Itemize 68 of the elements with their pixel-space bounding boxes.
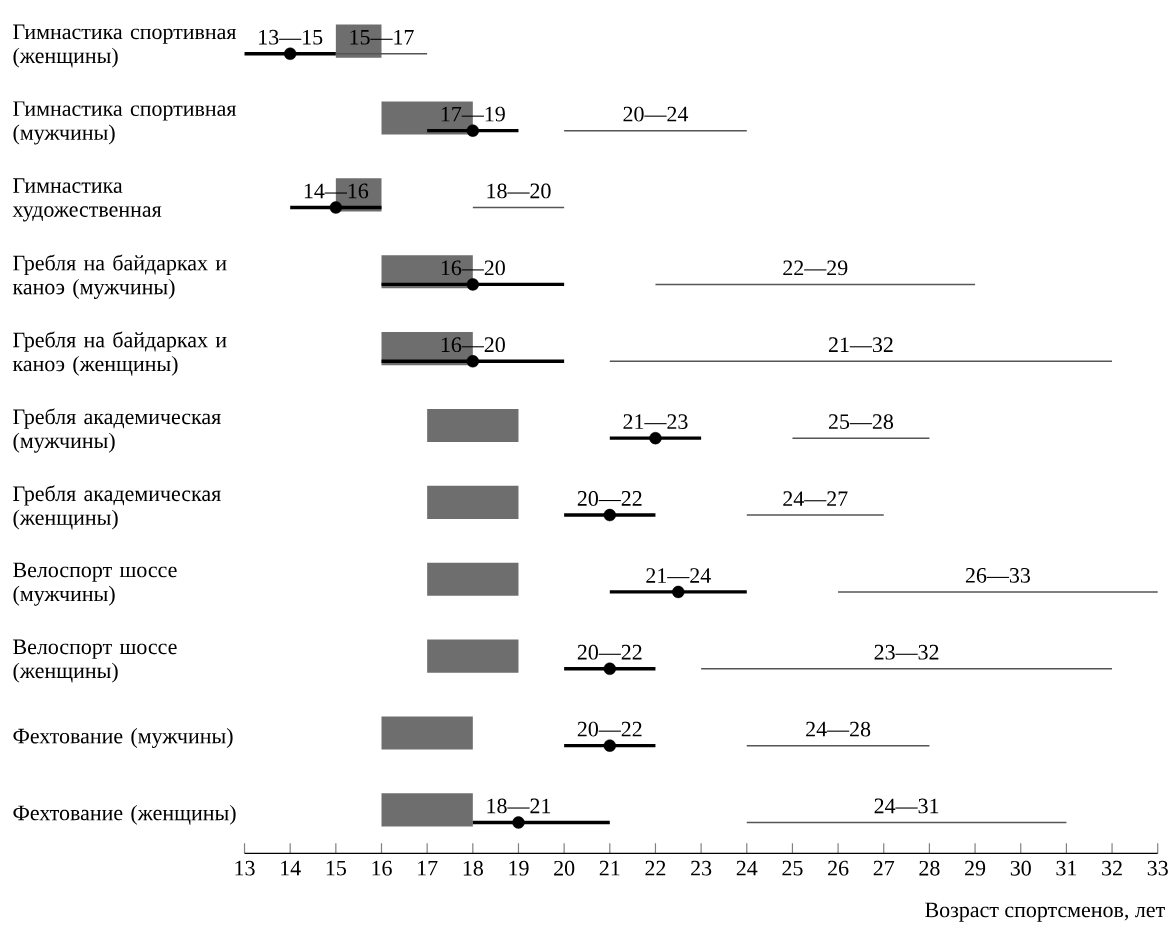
point xyxy=(603,662,616,675)
point xyxy=(672,585,685,599)
annotation: 21—32 xyxy=(828,337,893,353)
x-tick-label: 16 xyxy=(372,860,392,876)
bar xyxy=(381,793,473,827)
point xyxy=(466,278,479,291)
annotation: 22—29 xyxy=(783,260,848,276)
x-tick-label: 30 xyxy=(1010,860,1031,876)
y-tick-label: Фехтование (женщины) xyxy=(13,804,236,825)
point xyxy=(649,431,662,445)
x-tick-label: 32 xyxy=(1102,860,1122,876)
annotation: 23—32 xyxy=(874,644,939,660)
x-tick-label: 25 xyxy=(782,860,803,876)
y-tick-label: Фехтование (мужчины) xyxy=(13,727,233,748)
y-tick-label: Гребля академическая (мужчины) xyxy=(13,408,221,453)
point xyxy=(603,508,616,522)
x-tick-label: 27 xyxy=(873,860,895,876)
x-tick-label: 14 xyxy=(281,860,301,876)
y-tick-label: Гимнастика спортивная (женщины) xyxy=(13,24,237,68)
bar xyxy=(427,485,519,519)
y-tick-label: Велоспорт шоссе (женщины) xyxy=(13,639,177,683)
y-tick-label: Гребля на байдарках и каноэ (женщины) xyxy=(12,331,227,376)
x-axis-title: Возраст спортсменов, лет xyxy=(925,902,1165,922)
y-tick-label: Гимнастика художественная xyxy=(12,178,162,222)
bar xyxy=(427,639,519,673)
bar xyxy=(427,408,519,442)
point xyxy=(512,816,525,829)
x-tick-label: 13 xyxy=(235,860,255,876)
annotation: 25—28 xyxy=(828,414,894,429)
annotation: 20—24 xyxy=(623,106,689,122)
point xyxy=(466,124,479,137)
annotation: 20—22 xyxy=(577,644,642,660)
y-tick-label: Гребля академическая (женщины) xyxy=(13,485,221,530)
x-tick-label: 33 xyxy=(1147,860,1168,876)
annotation: 24—31 xyxy=(874,798,939,814)
x-tick-label: 19 xyxy=(509,860,529,876)
annotation: 15—17 xyxy=(350,29,414,45)
point xyxy=(603,739,616,752)
x-tick-label: 23 xyxy=(691,860,712,876)
bar xyxy=(381,716,473,750)
x-tick-label: 18 xyxy=(463,860,483,876)
y-tick-label: Гребля на байдарках и каноэ (мужчины) xyxy=(12,254,227,299)
annotation: 26—33 xyxy=(965,567,1030,583)
annotation: 18—21 xyxy=(487,798,551,814)
bar xyxy=(427,562,519,596)
y-tick-label: Гимнастика спортивная (мужчины) xyxy=(13,101,237,145)
annotation: 24—27 xyxy=(783,491,848,506)
x-tick-label: 21 xyxy=(599,860,620,876)
x-tick-label: 29 xyxy=(965,860,986,876)
x-tick-label: 24 xyxy=(736,860,758,876)
annotation: 20—22 xyxy=(577,490,642,506)
annotation: 20—22 xyxy=(577,721,642,737)
x-tick-label: 17 xyxy=(418,860,438,876)
annotation: 21—24 xyxy=(646,568,711,583)
point xyxy=(466,355,479,368)
point xyxy=(283,47,297,60)
annotation: 21—23 xyxy=(623,414,688,429)
y-tick-label: Велоспорт шоссе (мужчины) xyxy=(13,562,177,606)
x-tick-label: 15 xyxy=(326,860,346,876)
annotation: 18—20 xyxy=(487,183,551,199)
x-tick-label: 31 xyxy=(1056,860,1077,876)
point xyxy=(329,201,343,214)
x-tick-label: 20 xyxy=(554,860,575,876)
x-tick-label: 28 xyxy=(919,860,940,876)
x-tick-label: 22 xyxy=(645,860,666,876)
annotation: 13—15 xyxy=(259,29,323,45)
x-tick-label: 26 xyxy=(828,860,849,876)
annotation: 24—28 xyxy=(806,721,871,737)
